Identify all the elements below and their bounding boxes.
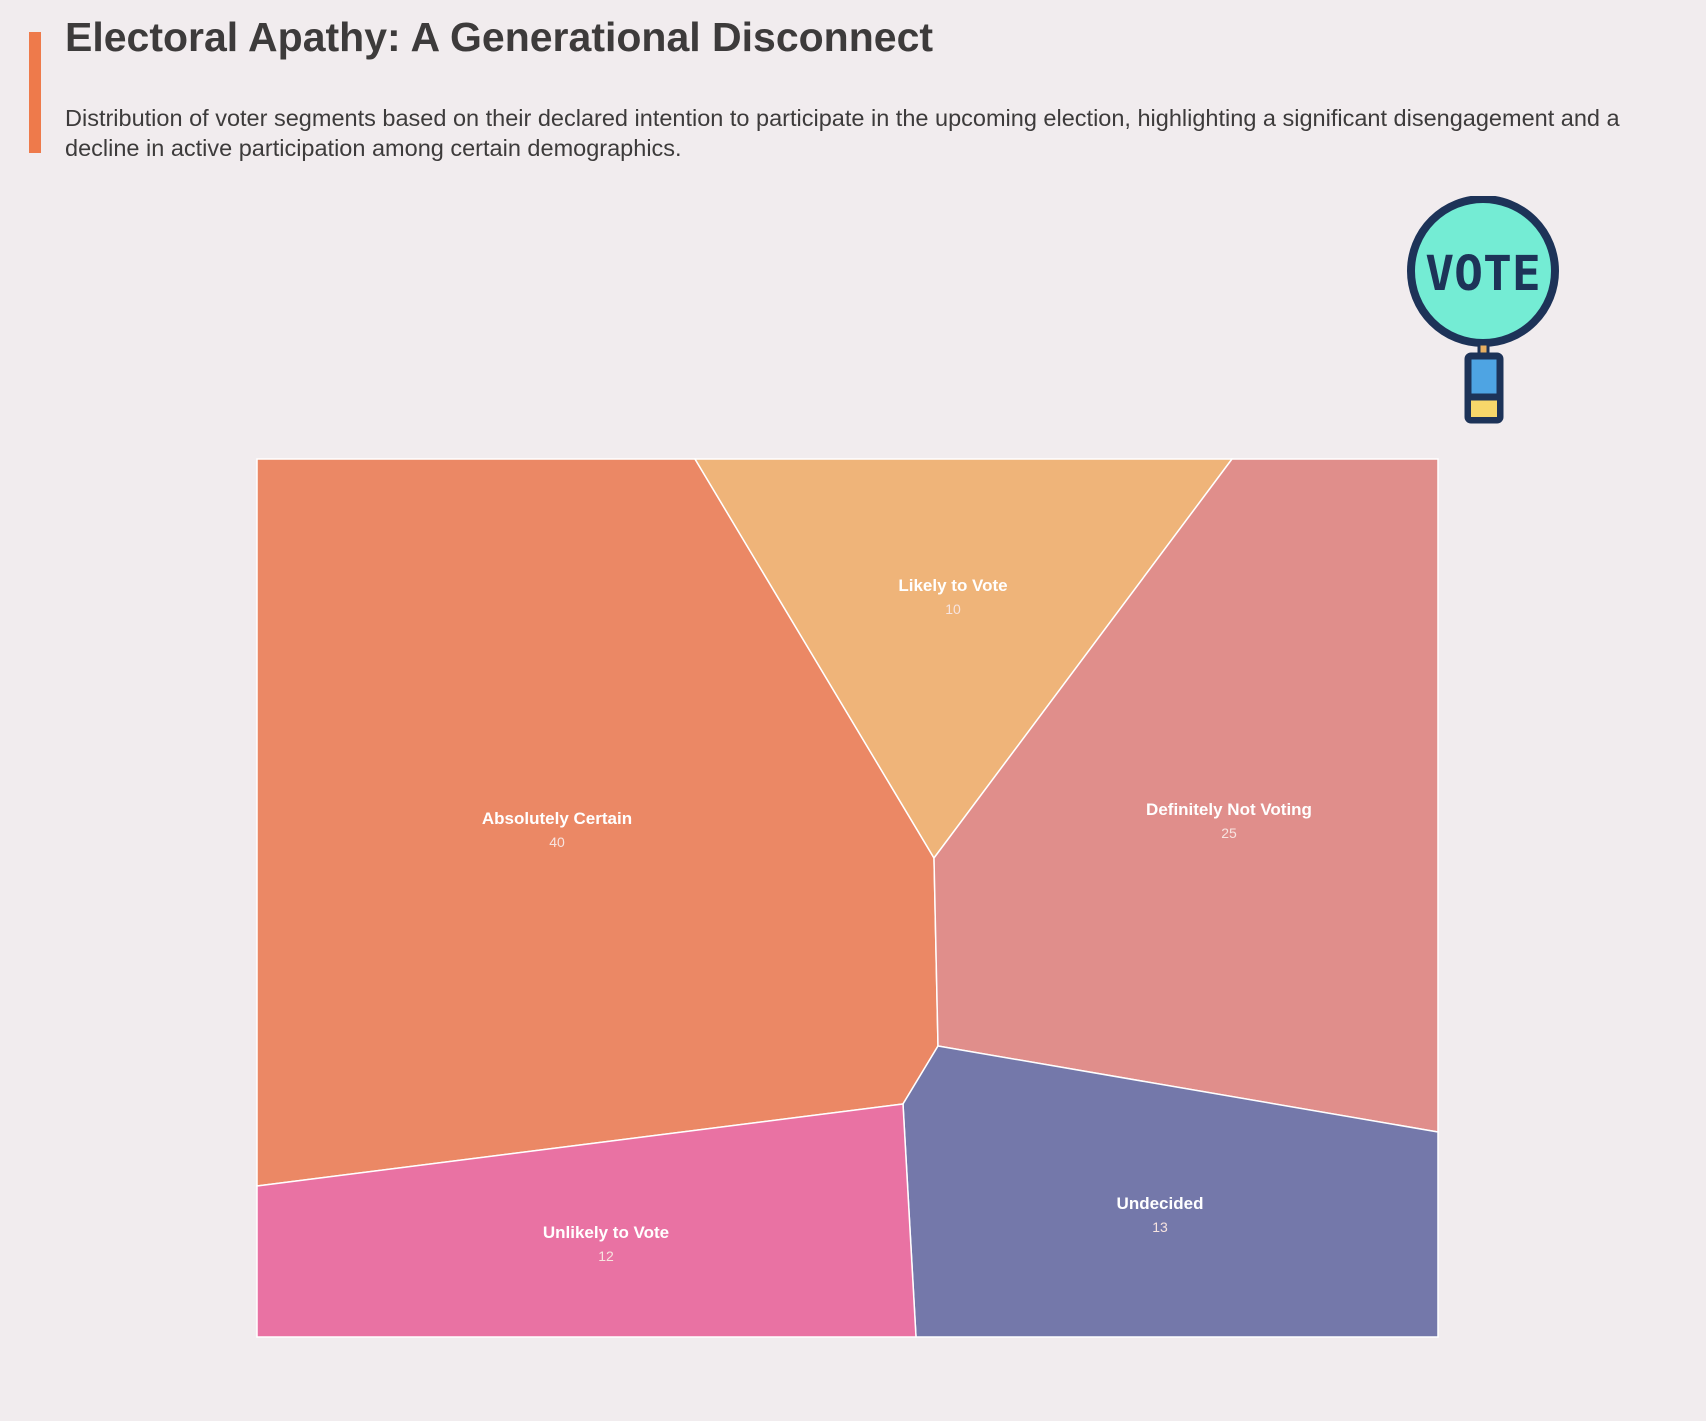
cell-label-absolutely-certain: Absolutely Certain [482, 809, 632, 828]
cell-label-undecided: Undecided [1117, 1194, 1204, 1213]
vote-sign-icon: VOTE [1407, 196, 1559, 424]
cell-value-likely-to-vote: 10 [945, 601, 961, 617]
cell-value-unlikely-to-vote: 12 [598, 1248, 614, 1264]
vote-sign-text: VOTE [1425, 246, 1541, 302]
cell-label-definitely-not-voting: Definitely Not Voting [1146, 800, 1312, 819]
cell-value-absolutely-certain: 40 [549, 834, 565, 850]
cell-value-undecided: 13 [1152, 1219, 1168, 1235]
cell-label-likely-to-vote: Likely to Vote [898, 576, 1007, 595]
cell-unlikely-to-vote[interactable] [256, 1103, 917, 1338]
page-title: Electoral Apathy: A Generational Disconn… [65, 14, 934, 60]
cell-undecided[interactable] [902, 1045, 1439, 1338]
page-subtitle: Distribution of voter segments based on … [65, 105, 1620, 161]
cell-label-unlikely-to-vote: Unlikely to Vote [543, 1223, 669, 1242]
title-accent-bar [29, 32, 41, 153]
cell-value-definitely-not-voting: 25 [1221, 825, 1237, 841]
